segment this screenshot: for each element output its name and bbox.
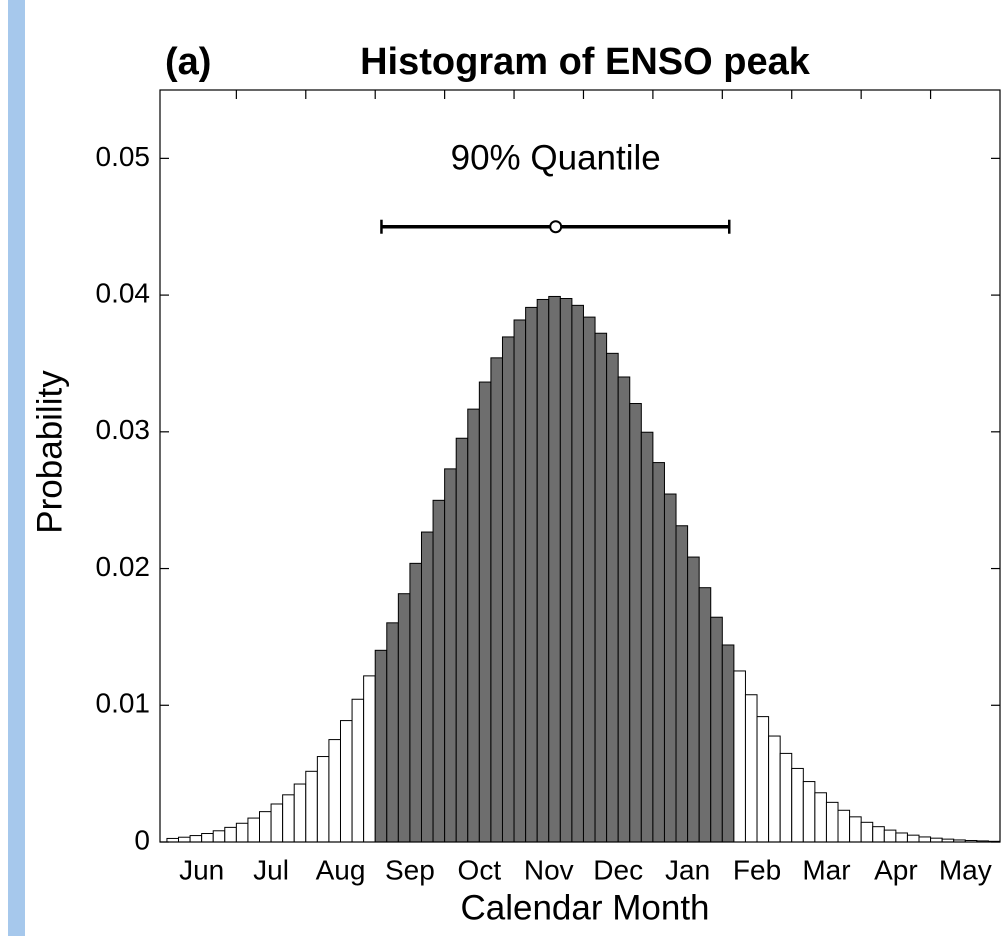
bar [675,525,689,843]
bar [791,767,804,843]
x-tick-label: Oct [458,854,502,885]
bar [467,408,480,843]
bar [247,817,261,843]
bar [594,332,608,843]
bar [733,670,746,843]
bar [212,830,226,843]
x-tick-label: Mar [802,854,850,885]
x-tick-label: Dec [593,854,643,885]
bar [420,531,434,843]
bar [768,735,781,843]
quantile-center [549,220,563,234]
x-tick-label: Jul [253,854,289,885]
bar [409,562,422,843]
bar [316,756,330,843]
y-tick-label: 0.01 [96,688,151,719]
bar [895,832,908,843]
x-tick-label: Aug [316,854,366,885]
bar [918,836,932,843]
bar [721,644,735,843]
bar [548,295,561,843]
bar [351,698,365,843]
panel-label: (a) [165,41,211,83]
bar [606,352,619,843]
y-tick-label: 0.04 [96,277,151,308]
x-tick-label: Apr [874,854,918,885]
bar [698,587,712,843]
bar [710,616,723,843]
x-tick-label: Feb [733,854,781,885]
bar [652,462,665,843]
bar [582,316,596,843]
bar [906,834,920,843]
bar [189,835,203,843]
bar [860,821,874,843]
y-tick-label: 0.02 [96,551,151,582]
bar [478,381,492,843]
bar [849,816,862,843]
bar [259,811,272,843]
bar [687,556,700,843]
bar [397,593,411,843]
bar [386,622,399,843]
bar [640,431,654,843]
bar [525,306,538,843]
side-strip [8,0,25,936]
bar [444,468,457,843]
bar [571,304,584,843]
bar [374,649,388,843]
bar [872,826,885,843]
bar [224,826,237,843]
bar [663,493,677,843]
chart-title: Histogram of ENSO peak [360,41,811,83]
bar [363,675,376,843]
bar [501,336,515,843]
bar [802,781,816,843]
bar [617,376,631,843]
x-tick-label: May [939,854,992,885]
bar [339,720,353,843]
bar [883,829,897,843]
bar [744,694,758,843]
y-tick-label: 0 [134,824,150,855]
bar [282,794,295,843]
bar [178,836,191,843]
bar [432,499,446,843]
bar [490,357,503,843]
x-tick-label: Nov [524,854,574,885]
bar [559,298,573,843]
bar [270,803,284,843]
bar [305,770,318,843]
bar [455,437,469,843]
bar [513,319,527,843]
bar [201,833,214,843]
y-tick-label: 0.05 [96,141,151,172]
bar [328,739,341,843]
x-axis-label: Calendar Month [460,888,709,927]
bar [825,801,839,843]
y-axis-label: Probability [30,370,69,534]
bar [756,716,770,843]
bar [837,809,851,843]
x-tick-label: Jan [665,854,710,885]
bar [779,752,793,843]
bar [235,822,249,843]
bar [629,403,642,843]
bar [536,298,550,843]
axes-frame [159,89,1001,843]
y-tick-label: 0.03 [96,414,151,445]
x-tick-label: Sep [385,854,435,885]
bar [293,783,307,843]
bar [814,792,827,843]
quantile-label: 90% Quantile [451,138,661,177]
x-tick-label: Jun [179,854,224,885]
